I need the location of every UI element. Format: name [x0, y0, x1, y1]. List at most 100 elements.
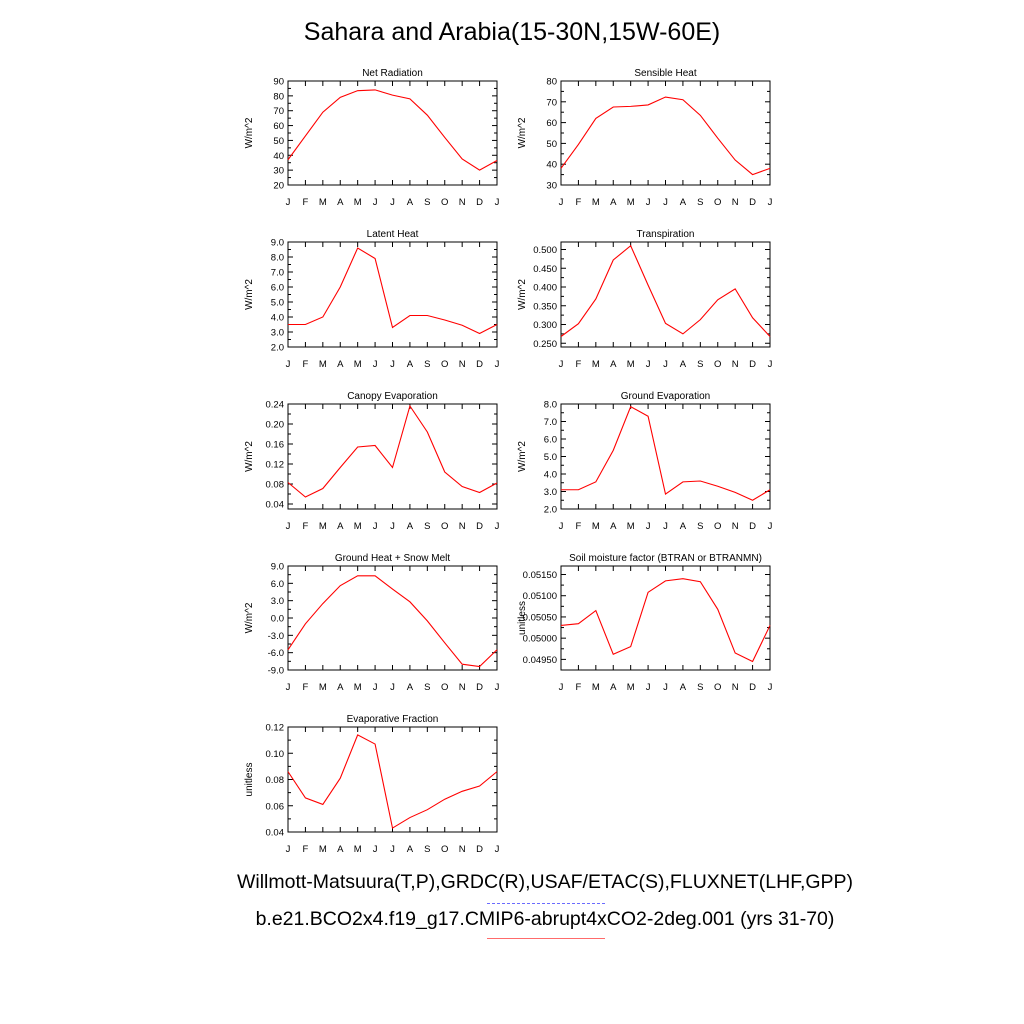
series-line [287, 89, 498, 171]
x-tick-label: O [441, 359, 448, 370]
y-tick-label: 7.0 [271, 268, 284, 279]
y-tick-label: 0.04950 [523, 655, 557, 666]
series-line [288, 247, 498, 335]
y-axis-label: W/m^2 [244, 602, 255, 633]
series-line [287, 734, 498, 829]
chart-panel-4: J F M A M J J A S O N D J0.2500.3000.3500.4000.4500.… [517, 229, 773, 370]
x-tick-label: J [646, 359, 651, 370]
x-tick-label: A [610, 521, 617, 532]
x-tick-label: S [424, 197, 430, 208]
x-tick-label: A [407, 359, 414, 370]
y-tick-label: 70 [273, 106, 284, 117]
x-tick-label: D [476, 359, 483, 370]
x-tick-label: J [495, 682, 500, 693]
y-tick-label: 0.06 [266, 801, 285, 812]
y-tick-label: 0.12 [266, 460, 285, 471]
x-tick-label: S [424, 844, 430, 855]
x-tick-label: J [663, 521, 668, 532]
x-tick-label: S [424, 682, 430, 693]
x-tick-label: D [476, 844, 483, 855]
x-tick-label: J [559, 682, 564, 693]
y-tick-label: 20 [273, 181, 284, 192]
legend-model-swatch [487, 938, 605, 939]
x-tick-label: J [390, 844, 395, 855]
y-tick-label: -9.0 [268, 666, 284, 677]
x-tick-label: J [663, 682, 668, 693]
panel-title: Latent Heat [367, 229, 419, 240]
chart-panel-9: J F M A M J J A S O N D J0.040.060.080.100.12Evapora… [244, 714, 500, 855]
x-tick-label: N [732, 359, 739, 370]
x-tick-label: A [680, 197, 687, 208]
chart-panel-8: J F M A M J J A S O N D J0.049500.050000.050500.0510… [517, 553, 773, 693]
y-axis-label: W/m^2 [244, 279, 255, 310]
x-tick-label: J [646, 521, 651, 532]
y-tick-label: 90 [273, 77, 284, 88]
x-tick-label: M [592, 197, 600, 208]
x-tick-label: O [441, 197, 448, 208]
x-tick-label: J [495, 359, 500, 370]
y-tick-label: 9.0 [271, 562, 284, 573]
legend-observations-swatch [487, 903, 605, 904]
series-line [560, 578, 771, 663]
x-tick-label: A [610, 682, 617, 693]
panel-title: Transpiration [637, 229, 695, 240]
y-tick-label: 70 [546, 97, 557, 108]
x-tick-label: F [303, 521, 309, 532]
panel-title: Ground Evaporation [621, 391, 711, 402]
y-tick-label: 0.24 [266, 400, 285, 411]
chart-panel-5: J F M A M J J A S O N D J0.040.080.120.160.200.24Can… [244, 391, 500, 532]
y-tick-label: 0.04 [266, 828, 285, 839]
y-tick-label: 4.0 [544, 470, 557, 481]
x-tick-label: M [319, 682, 327, 693]
y-tick-label: 3.0 [271, 596, 284, 607]
y-tick-label: 6.0 [271, 283, 284, 294]
plot-frame [287, 565, 498, 671]
y-tick-label: 5.0 [271, 298, 284, 309]
x-tick-label: N [459, 197, 466, 208]
x-tick-label: D [476, 521, 483, 532]
x-tick-label: F [576, 359, 582, 370]
y-tick-label: 60 [546, 118, 557, 129]
y-tick-label: 0.0 [271, 614, 284, 625]
x-tick-label: A [610, 359, 617, 370]
y-tick-label: 8.0 [544, 400, 557, 411]
series-line [287, 575, 498, 668]
x-tick-label: M [627, 682, 635, 693]
y-tick-label: 6.0 [544, 435, 557, 446]
y-tick-label: 5.0 [544, 452, 557, 463]
x-tick-label: F [303, 682, 309, 693]
panel-title: Soil moisture factor (BTRAN or BTRANMN) [569, 553, 762, 564]
x-tick-label: A [610, 197, 617, 208]
x-tick-label: M [354, 682, 362, 693]
x-tick-label: D [749, 359, 756, 370]
y-tick-label: 0.20 [266, 420, 285, 431]
x-tick-label: M [354, 844, 362, 855]
series-line [561, 405, 771, 501]
y-tick-label: 8.0 [271, 253, 284, 264]
y-tick-label: 0.10 [266, 749, 285, 760]
y-tick-label: 30 [546, 181, 557, 192]
x-tick-label: F [576, 682, 582, 693]
x-tick-label: O [441, 844, 448, 855]
plot-frame [287, 241, 498, 348]
x-tick-label: M [354, 359, 362, 370]
x-tick-label: J [286, 521, 291, 532]
x-tick-label: D [476, 682, 483, 693]
x-tick-label: O [714, 359, 721, 370]
x-tick-label: A [337, 844, 344, 855]
x-tick-label: A [337, 197, 344, 208]
x-tick-label: A [407, 844, 414, 855]
x-tick-label: J [373, 359, 378, 370]
y-tick-label: 40 [273, 151, 284, 162]
x-tick-label: J [373, 844, 378, 855]
x-tick-label: J [390, 682, 395, 693]
y-axis-label: W/m^2 [244, 117, 255, 148]
chart-panel-6: J F M A M J J A S O N D J2.03.04.05.06.07.08.0Ground… [517, 391, 773, 532]
plot-frame [287, 726, 498, 833]
x-tick-label: M [354, 521, 362, 532]
x-tick-label: J [373, 521, 378, 532]
x-tick-label: F [303, 197, 309, 208]
series-line [287, 404, 498, 498]
